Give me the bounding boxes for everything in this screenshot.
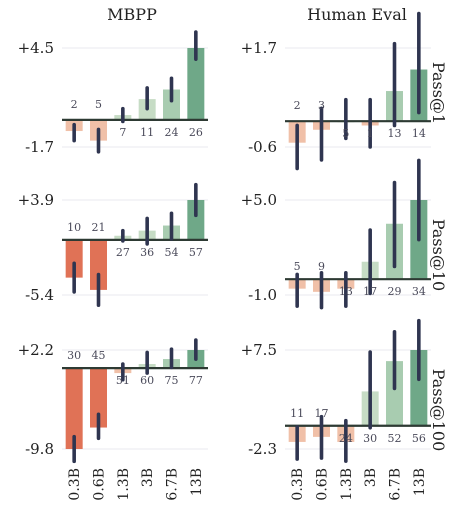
column-title-humaneval: Human Eval [307, 5, 407, 24]
x-tick-3B: 3B [140, 468, 156, 487]
data-label-0.3B: 2 [294, 99, 301, 112]
data-label-13B: 57 [189, 246, 203, 259]
x-tick-1.3B: 1.3B [116, 468, 132, 501]
x-tick-0.6B: 0.6B [92, 468, 108, 501]
data-label-0.6B: 45 [92, 349, 106, 362]
data-label-0.3B: 2 [71, 98, 78, 111]
data-label-3B: 60 [140, 374, 154, 387]
y-tick-label: -1.0 [248, 286, 277, 304]
x-tick-0.3B: 0.3B [290, 468, 306, 501]
data-label-0.6B: 21 [92, 221, 106, 234]
x-tick-6.7B: 6.7B [388, 468, 404, 501]
data-label-1.3B: 13 [339, 285, 353, 298]
panel-1-2: +7.5 -2.3 11 17 24 30 52 56 [241, 318, 431, 463]
row-label-pass1: Pass@1 [429, 62, 448, 124]
y-tick-label: +7.5 [241, 341, 277, 359]
data-label-13B: 14 [412, 127, 426, 140]
panel-0-2: +2.2 -9.8 30 45 51 60 75 77 [18, 338, 208, 464]
y-tick-label: +1.7 [241, 39, 277, 57]
x-tick-0.3B: 0.3B [67, 468, 83, 501]
bar-13B [410, 350, 428, 426]
row-label-pass10: Pass@10 [429, 219, 448, 291]
data-label-3B: 17 [363, 285, 377, 298]
panel-0-0: +4.5 -1.7 2 5 7 11 24 26 [18, 30, 208, 156]
x-tick-6.7B: 6.7B [165, 468, 181, 501]
y-tick-label: -5.4 [25, 286, 54, 304]
data-label-0.3B: 11 [290, 407, 304, 420]
data-label-6.7B: 52 [388, 432, 402, 445]
data-label-0.6B: 3 [318, 99, 325, 112]
x-tick-1.3B: 1.3B [339, 468, 355, 501]
data-label-13B: 56 [412, 432, 426, 445]
x-tick-13B: 13B [412, 468, 428, 496]
data-label-6.7B: 54 [165, 246, 179, 259]
bar-6.7B [163, 89, 180, 120]
y-tick-label: -0.6 [248, 138, 277, 156]
y-tick-label: +5.0 [241, 191, 277, 209]
y-tick-label: +2.2 [18, 341, 54, 359]
data-label-0.6B: 9 [318, 260, 325, 273]
bar-13B [187, 48, 205, 120]
data-label-0.6B: 17 [315, 407, 329, 420]
data-label-13B: 26 [189, 126, 203, 139]
panel-1-1: +5.0 -1.0 5 9 13 17 29 34 [241, 158, 431, 310]
y-tick-label: +3.9 [18, 191, 54, 209]
bar-0.3B [65, 239, 83, 278]
y-tick-label: -9.8 [25, 440, 54, 458]
data-label-13B: 77 [189, 374, 203, 387]
bar-6.7B [386, 361, 403, 426]
y-tick-label: -2.3 [248, 440, 277, 458]
x-tick-3B: 3B [363, 468, 379, 487]
bar-0.3B [65, 368, 83, 449]
bar-13B [187, 200, 205, 240]
data-label-6.7B: 29 [388, 285, 402, 298]
panels-layer: +4.5-1.72 57 11 24 26+1.7-0.62 35 1 13 14+3.9-5.… [18, 11, 431, 464]
data-label-0.3B: 5 [294, 260, 301, 273]
data-label-0.3B: 10 [67, 221, 81, 234]
data-label-13B: 34 [412, 285, 426, 298]
data-label-1.3B: 24 [339, 432, 353, 445]
column-title-mbpp: MBPP [107, 5, 157, 24]
data-label-3B: 30 [363, 432, 377, 445]
bar-0.6B [90, 368, 107, 428]
data-label-3B: 1 [367, 127, 374, 140]
data-label-1.3B: 27 [116, 246, 130, 259]
panel-0-1: +3.9 -5.4 10 21 27 36 54 57 [18, 182, 208, 308]
data-label-0.3B: 30 [67, 349, 81, 362]
data-label-6.7B: 24 [165, 126, 179, 139]
data-label-6.7B: 75 [165, 374, 179, 387]
panel-1-0: +1.7 -0.6 2 3 5 1 13 14 [241, 11, 431, 171]
data-label-1.3B: 5 [342, 127, 349, 140]
x-tick-0.6B: 0.6B [315, 468, 331, 501]
data-label-1.3B: 7 [119, 126, 126, 139]
row-label-pass100: Pass@100 [429, 369, 448, 452]
bar-0.6B [90, 239, 107, 290]
x-axis-tick-labels: 0.3B 0.6B 1.3B 3B 6.7B 13B 0.3B 0.6B 1.3B 3B 6.7B 1… [67, 468, 428, 501]
data-label-3B: 36 [140, 246, 154, 259]
data-label-0.6B: 5 [95, 98, 102, 111]
y-tick-label: -1.7 [25, 138, 54, 156]
data-label-6.7B: 13 [388, 127, 402, 140]
x-tick-13B: 13B [189, 468, 205, 496]
y-tick-label: +4.5 [18, 39, 54, 57]
data-label-3B: 11 [140, 126, 154, 139]
data-label-1.3B: 51 [116, 374, 130, 387]
